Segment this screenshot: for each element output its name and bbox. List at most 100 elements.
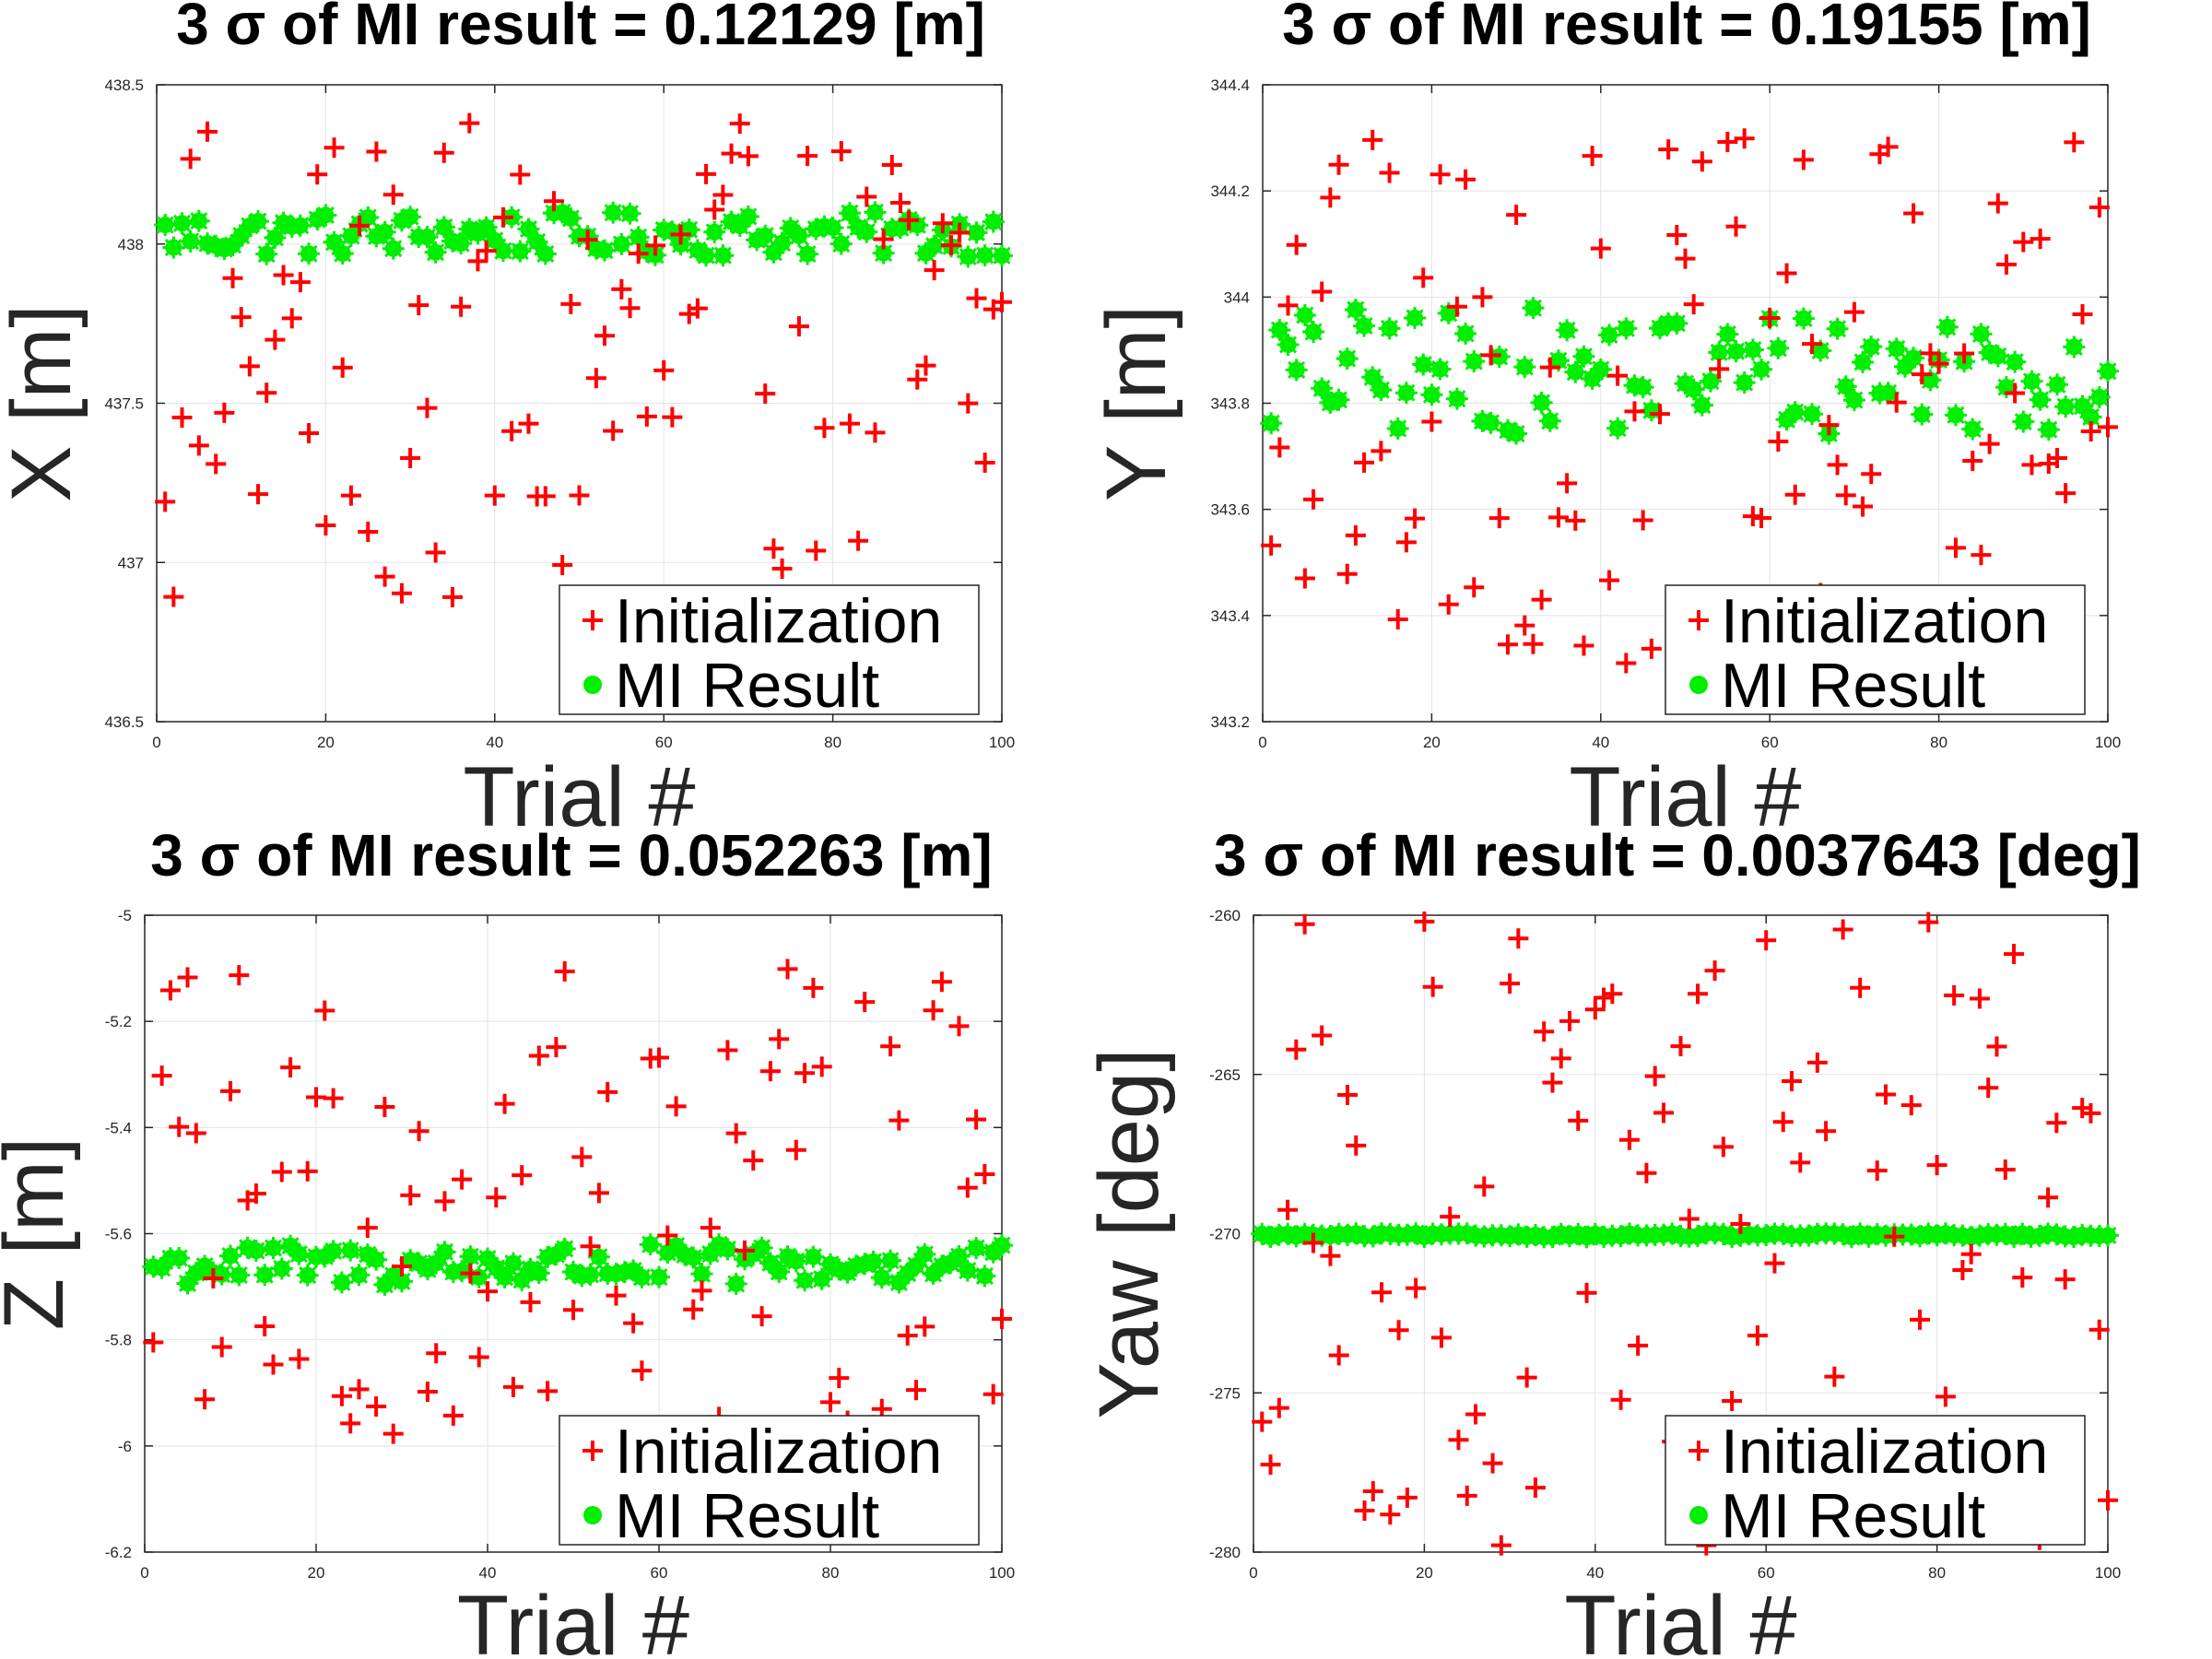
initialization-point [1866, 1160, 1888, 1182]
mi-result-point [771, 231, 794, 254]
initialization-point [263, 1354, 284, 1375]
legend-label-mi-result: MI Result [1721, 1481, 1985, 1551]
initialization-point [1590, 238, 1611, 259]
initialization-point [603, 420, 624, 441]
initialization-point [820, 1392, 841, 1413]
chart-title: 3 σ of MI result = 0.052263 [m] [150, 822, 992, 888]
x-tick-label: 0 [1258, 734, 1266, 751]
initialization-point [1446, 296, 1467, 317]
mi-result-point [923, 234, 946, 257]
mi-result-point [1420, 383, 1443, 406]
mi-result-point [1311, 377, 1334, 400]
mi-result-point [1361, 366, 1384, 389]
x-tick-label: 60 [651, 1564, 668, 1582]
initialization-point [400, 1184, 421, 1206]
mi-result-point [947, 1245, 971, 1268]
initialization-point [484, 485, 505, 506]
initialization-point [1853, 496, 1874, 517]
initialization-point [854, 992, 876, 1013]
initialization-point [1875, 1084, 1896, 1105]
initialization-point [830, 141, 852, 162]
mi-result-point [1750, 358, 1773, 381]
mi-result-point [1606, 417, 1630, 440]
initialization-point [501, 420, 523, 441]
y-axis-label: Yaw [deg] [1082, 1048, 1176, 1418]
x-tick-label: 80 [822, 1564, 840, 1582]
mi-result-point [501, 1252, 524, 1275]
mi-result-point [1716, 323, 1739, 346]
mi-result-point [1505, 422, 1528, 445]
chart-title: 3 σ of MI result = 0.12129 [m] [176, 0, 985, 57]
initialization-point [889, 193, 911, 214]
x-tick-label: 20 [1423, 734, 1441, 751]
mi-result-point [187, 209, 210, 232]
initialization-point [957, 1177, 978, 1198]
x-tick-label: 100 [2095, 1564, 2121, 1582]
initialization-point [811, 1056, 832, 1077]
y-tick-label: 343.4 [1210, 607, 1250, 625]
initialization-point [1514, 615, 1535, 636]
initialization-point [814, 418, 835, 439]
initialization-point [537, 1381, 559, 1402]
mi-result-point [432, 216, 455, 239]
mi-result-point [2054, 395, 2077, 418]
mi-result-point [2097, 359, 2119, 382]
initialization-point [940, 235, 961, 256]
initialization-point [374, 566, 395, 587]
initialization-point [1971, 545, 1992, 566]
initialization-point [1506, 205, 1527, 226]
mi-result-point [602, 201, 625, 224]
mi-result-point [879, 1249, 902, 1272]
y-tick-label: -5.6 [105, 1226, 132, 1243]
mi-result-point [991, 244, 1013, 267]
initialization-point [1302, 1232, 1324, 1253]
initialization-point [1678, 1208, 1700, 1230]
initialization-point [1734, 128, 1755, 149]
initialization-point [1832, 919, 1853, 940]
mi-result-point [162, 236, 185, 259]
initialization-point [1480, 345, 1501, 366]
initialization-point [492, 206, 513, 228]
mi-result-point [459, 1245, 482, 1268]
initialization-point [467, 251, 488, 272]
initialization-point [628, 243, 649, 265]
initialization-point [1722, 1391, 1743, 1412]
mi-result-point [1690, 394, 1713, 417]
initialization-point [185, 1123, 206, 1144]
mi-result-point [1911, 403, 1934, 426]
initialization-point [459, 112, 480, 134]
initialization-point [366, 1396, 387, 1418]
initialization-point [468, 1347, 489, 1368]
initialization-point [151, 1065, 172, 1087]
y-tick-label: -5 [118, 907, 132, 924]
x-axis-label: Trial # [457, 1579, 689, 1659]
mi-result-point [517, 218, 540, 241]
mi-result-point [171, 212, 194, 235]
initialization-point [1928, 353, 1949, 374]
mi-result-point [2088, 385, 2111, 408]
initialization-point [2021, 454, 2042, 476]
mi-result-point [796, 242, 819, 265]
mi-result-point [587, 1245, 610, 1268]
mi-result-point [1733, 371, 1756, 394]
mi-result-point [864, 201, 887, 224]
mi-result-point [1479, 411, 1502, 434]
initialization-point [1747, 1325, 1768, 1347]
initialization-point [211, 1336, 232, 1358]
initialization-point [1827, 454, 1848, 476]
initialization-point [1573, 635, 1594, 656]
initialization-point [348, 1379, 370, 1400]
y-tick-label: -265 [1209, 1066, 1241, 1084]
x-axis-label: Trial # [463, 750, 695, 844]
mi-result-point [1834, 375, 1857, 398]
initialization-point [1952, 1260, 1973, 1281]
mi-result-point [1631, 376, 1654, 399]
initialization-point [806, 540, 827, 561]
y-tick-label: 437 [118, 554, 144, 571]
initialization-point [188, 435, 209, 456]
initialization-point [737, 146, 759, 167]
legend-mi-marker [1689, 1506, 1708, 1524]
initialization-point [848, 530, 869, 551]
